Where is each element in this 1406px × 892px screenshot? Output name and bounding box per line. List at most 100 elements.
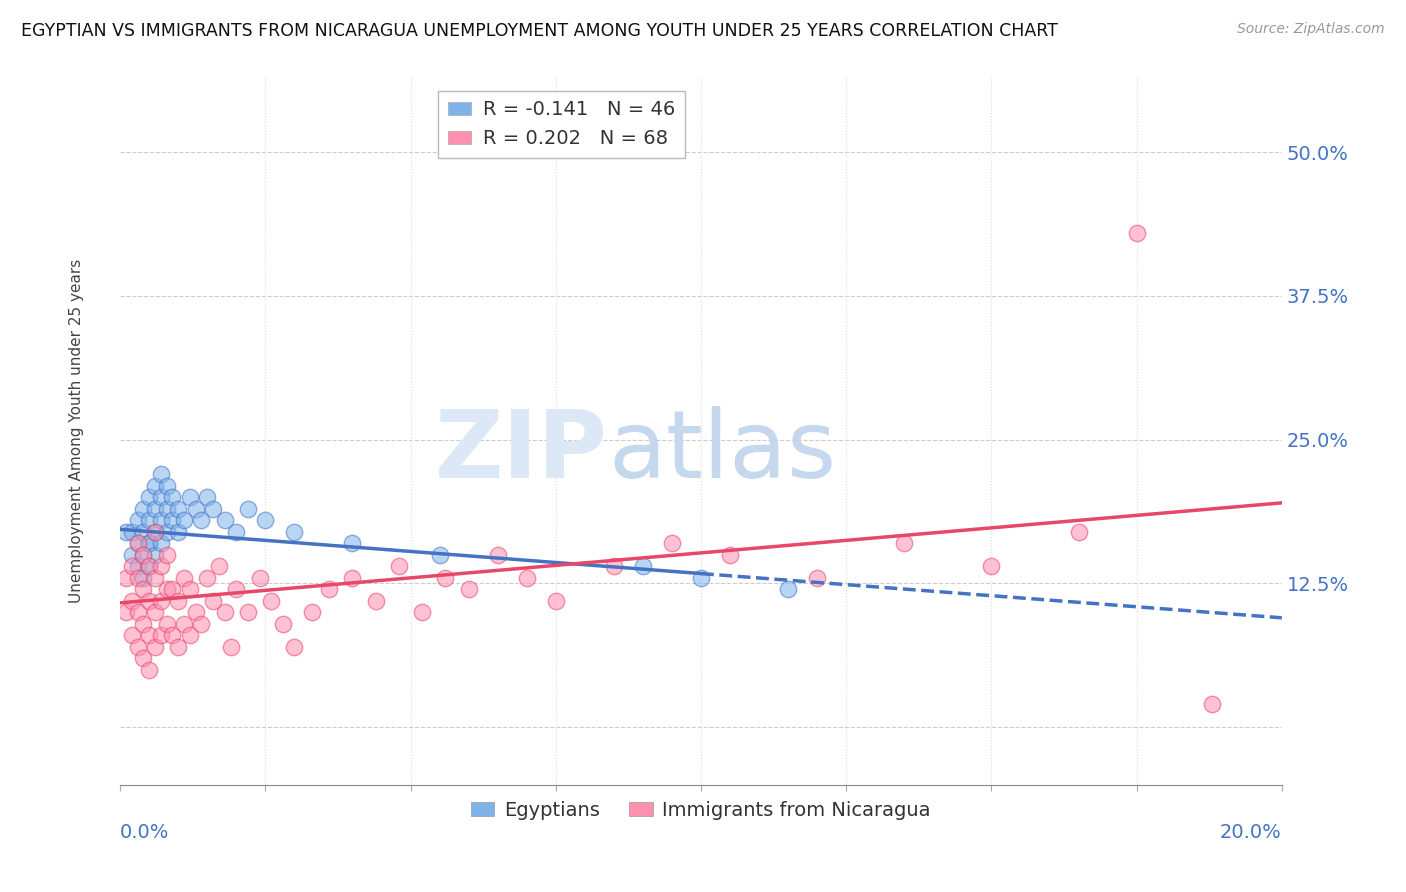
Point — [661, 536, 683, 550]
Point — [121, 548, 143, 562]
Point — [156, 548, 179, 562]
Point — [173, 513, 195, 527]
Point — [143, 524, 166, 539]
Point — [318, 582, 340, 596]
Point — [179, 628, 201, 642]
Point — [115, 571, 138, 585]
Point — [121, 593, 143, 607]
Point — [115, 524, 138, 539]
Point — [179, 490, 201, 504]
Point — [132, 616, 155, 631]
Point — [184, 501, 207, 516]
Point — [167, 640, 190, 654]
Point — [190, 513, 212, 527]
Point — [603, 559, 626, 574]
Text: EGYPTIAN VS IMMIGRANTS FROM NICARAGUA UNEMPLOYMENT AMONG YOUTH UNDER 25 YEARS CO: EGYPTIAN VS IMMIGRANTS FROM NICARAGUA UN… — [21, 22, 1057, 40]
Point — [162, 490, 184, 504]
Point — [138, 490, 160, 504]
Point — [214, 513, 236, 527]
Point — [260, 593, 283, 607]
Point — [214, 605, 236, 619]
Point — [138, 593, 160, 607]
Point — [195, 490, 218, 504]
Point — [516, 571, 538, 585]
Point — [127, 571, 149, 585]
Point — [149, 513, 172, 527]
Point — [631, 559, 654, 574]
Point — [127, 559, 149, 574]
Point — [778, 582, 800, 596]
Point — [132, 651, 155, 665]
Point — [202, 593, 225, 607]
Point — [236, 501, 259, 516]
Point — [149, 467, 172, 482]
Point — [143, 640, 166, 654]
Point — [138, 663, 160, 677]
Text: 0.0%: 0.0% — [120, 823, 170, 842]
Point — [283, 640, 305, 654]
Point — [457, 582, 479, 596]
Point — [254, 513, 277, 527]
Point — [342, 571, 364, 585]
Point — [156, 616, 179, 631]
Point — [429, 548, 451, 562]
Point — [225, 524, 247, 539]
Point — [156, 501, 179, 516]
Point — [149, 593, 172, 607]
Point — [143, 571, 166, 585]
Point — [162, 513, 184, 527]
Point — [156, 582, 179, 596]
Point — [301, 605, 323, 619]
Point — [149, 628, 172, 642]
Point — [167, 501, 190, 516]
Point — [143, 548, 166, 562]
Point — [121, 524, 143, 539]
Point — [184, 605, 207, 619]
Text: Source: ZipAtlas.com: Source: ZipAtlas.com — [1237, 22, 1385, 37]
Point — [127, 536, 149, 550]
Point — [162, 582, 184, 596]
Point — [156, 524, 179, 539]
Point — [173, 571, 195, 585]
Point — [249, 571, 271, 585]
Point — [718, 548, 741, 562]
Text: ZIP: ZIP — [436, 406, 607, 499]
Point — [127, 513, 149, 527]
Point — [1125, 226, 1147, 240]
Point — [132, 582, 155, 596]
Point — [149, 559, 172, 574]
Point — [179, 582, 201, 596]
Point — [138, 559, 160, 574]
Point — [149, 490, 172, 504]
Point — [132, 524, 155, 539]
Point — [143, 478, 166, 492]
Text: Unemployment Among Youth under 25 years: Unemployment Among Youth under 25 years — [69, 259, 83, 603]
Point — [156, 478, 179, 492]
Point — [283, 524, 305, 539]
Point — [411, 605, 433, 619]
Point — [208, 559, 231, 574]
Point — [225, 582, 247, 596]
Point — [544, 593, 567, 607]
Point — [138, 536, 160, 550]
Point — [364, 593, 387, 607]
Point — [162, 628, 184, 642]
Point — [236, 605, 259, 619]
Point — [388, 559, 411, 574]
Point — [1201, 697, 1223, 711]
Point — [132, 548, 155, 562]
Point — [690, 571, 713, 585]
Point — [132, 501, 155, 516]
Point — [138, 559, 160, 574]
Point — [149, 536, 172, 550]
Legend: Egyptians, Immigrants from Nicaragua: Egyptians, Immigrants from Nicaragua — [464, 793, 939, 828]
Point — [143, 605, 166, 619]
Point — [138, 536, 160, 550]
Point — [127, 605, 149, 619]
Point — [127, 640, 149, 654]
Text: 20.0%: 20.0% — [1220, 823, 1282, 842]
Point — [219, 640, 242, 654]
Point — [271, 616, 294, 631]
Point — [980, 559, 1002, 574]
Point — [143, 524, 166, 539]
